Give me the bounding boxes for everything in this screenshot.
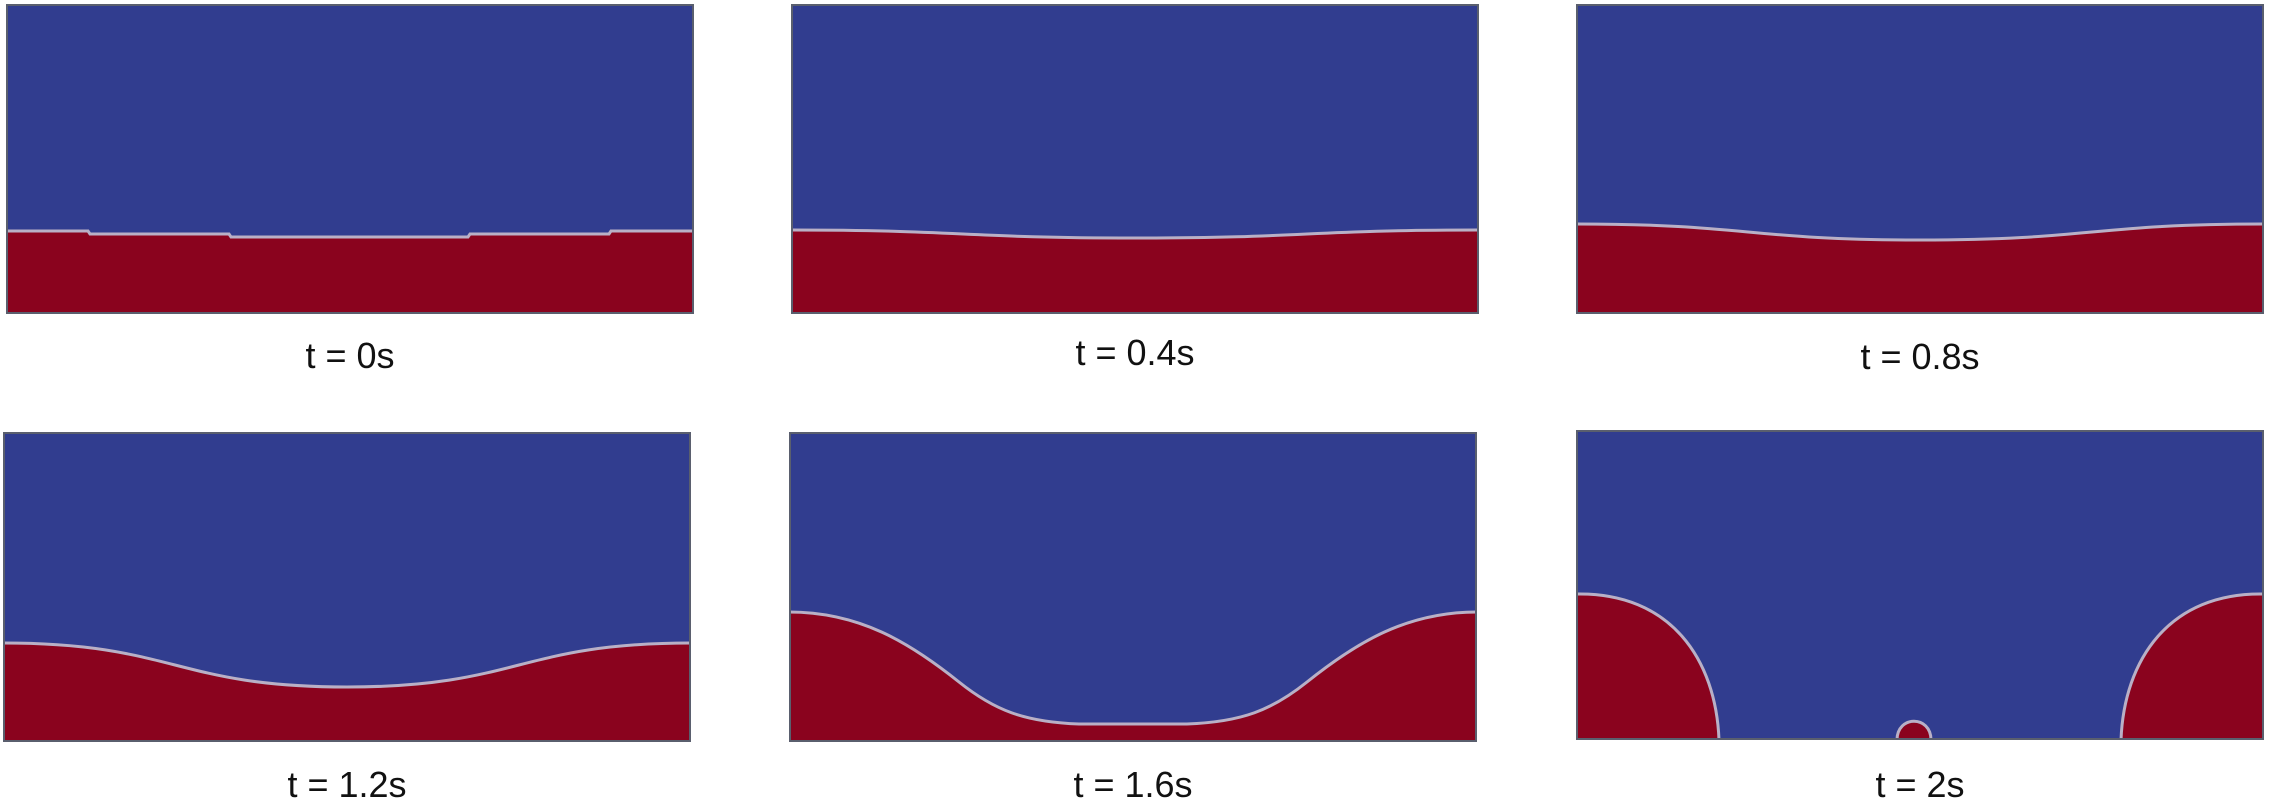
time-caption-t2: t = 0.8s bbox=[1860, 336, 1980, 377]
interface-line bbox=[3, 641, 691, 689]
interface-line bbox=[1576, 222, 2264, 242]
center-droplet bbox=[1897, 721, 1931, 740]
domain-frame bbox=[3, 432, 691, 742]
domain-frame bbox=[791, 4, 1479, 314]
domain-frame bbox=[1576, 4, 2264, 314]
snapshot-panel-t1 bbox=[791, 4, 1479, 314]
domain-frame bbox=[789, 432, 1477, 742]
snapshot-panel-t4 bbox=[789, 432, 1477, 742]
right-lobe-interface bbox=[2119, 592, 2264, 740]
snapshot-panel-t2 bbox=[1576, 4, 2264, 314]
liquid-region bbox=[1576, 224, 2264, 314]
interface-line bbox=[791, 228, 1479, 240]
snapshot-t3-plot bbox=[3, 432, 691, 742]
liquid-region bbox=[3, 643, 691, 742]
interface-line bbox=[789, 610, 1477, 726]
droplet-interface bbox=[1895, 719, 1933, 740]
snapshot-panel-t5 bbox=[1576, 430, 2264, 740]
snapshot-panel-t3 bbox=[3, 432, 691, 742]
interface-line bbox=[6, 229, 694, 239]
time-caption-t3: t = 1.2s bbox=[287, 764, 407, 805]
snapshot-t0-plot bbox=[6, 4, 694, 314]
snapshot-t4-plot bbox=[789, 432, 1477, 742]
left-liquid-lobe bbox=[1576, 593, 1719, 740]
snapshot-t1-plot bbox=[791, 4, 1479, 314]
domain-frame bbox=[6, 4, 694, 314]
left-lobe-interface bbox=[1576, 592, 1721, 740]
snapshot-t2-plot bbox=[1576, 4, 2264, 314]
snapshot-panel-t0 bbox=[6, 4, 694, 314]
time-caption-t4: t = 1.6s bbox=[1073, 764, 1193, 805]
liquid-region bbox=[6, 231, 694, 314]
time-caption-t1: t = 0.4s bbox=[1075, 332, 1195, 373]
liquid-region bbox=[791, 230, 1479, 314]
liquid-region bbox=[789, 612, 1477, 742]
time-caption-t0: t = 0s bbox=[305, 335, 395, 376]
time-caption-t5: t = 2s bbox=[1875, 764, 1965, 805]
right-liquid-lobe bbox=[2121, 593, 2264, 740]
snapshot-t5-plot bbox=[1576, 430, 2264, 740]
domain-frame bbox=[1576, 430, 2264, 740]
